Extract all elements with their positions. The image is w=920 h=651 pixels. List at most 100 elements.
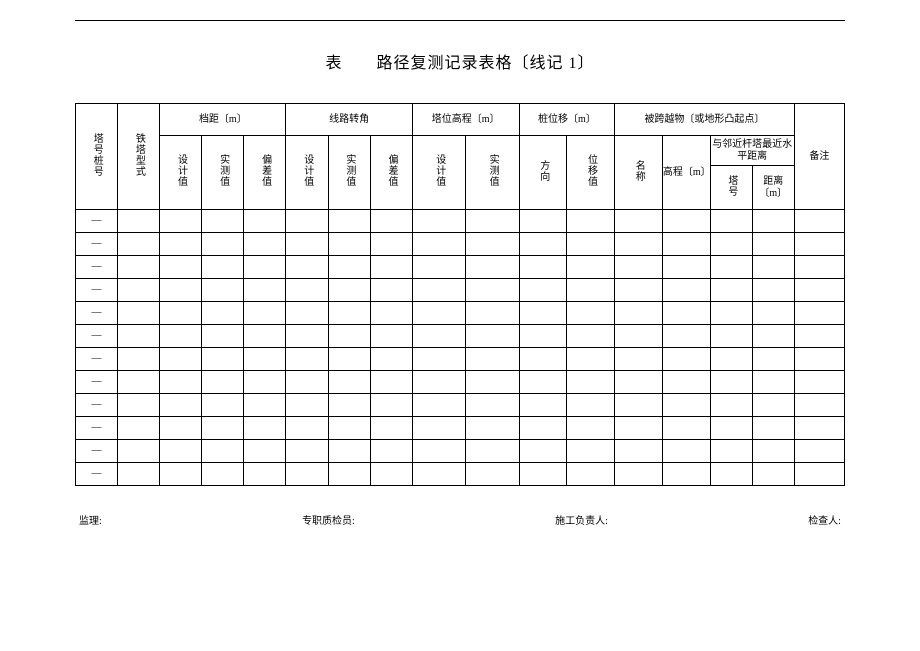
th-span-measured: 实测值 [202, 136, 244, 210]
table-cell [286, 279, 328, 302]
table-cell [118, 394, 160, 417]
table-cell [710, 302, 752, 325]
table-cell [160, 210, 202, 233]
table-body: ———————————— [76, 210, 845, 486]
table-cell [466, 325, 519, 348]
table-cell [412, 417, 465, 440]
table-cell [370, 417, 412, 440]
table-cell [466, 417, 519, 440]
table-cell [615, 302, 663, 325]
table-cell [615, 233, 663, 256]
table-cell: — [76, 302, 118, 325]
table-cell [412, 279, 465, 302]
table-cell [118, 256, 160, 279]
table-cell [202, 371, 244, 394]
table-cell: — [76, 279, 118, 302]
table-row: — [76, 394, 845, 417]
table-cell [160, 279, 202, 302]
table-cell [794, 233, 844, 256]
th-tower-pile-no: 塔号桩号 [76, 104, 118, 210]
table-cell [466, 302, 519, 325]
table-cell [567, 440, 615, 463]
table-cell: — [76, 440, 118, 463]
table-row: — [76, 440, 845, 463]
table-cell [160, 371, 202, 394]
table-cell [328, 440, 370, 463]
table-cell: — [76, 463, 118, 486]
th-turn-design: 设计值 [286, 136, 328, 210]
table-cell [615, 463, 663, 486]
table-cell [286, 463, 328, 486]
table-cell [202, 325, 244, 348]
table-cell [794, 256, 844, 279]
table-cell [244, 371, 286, 394]
table-cell [710, 417, 752, 440]
table-cell [244, 348, 286, 371]
table-row: — [76, 463, 845, 486]
footer-qc: 专职质检员: [302, 512, 355, 527]
footer-supervisor: 监理: [79, 512, 102, 527]
table-cell [662, 440, 710, 463]
table-cell [202, 233, 244, 256]
table-cell [466, 371, 519, 394]
table-cell [567, 371, 615, 394]
footer-construction-lead: 施工负责人: [555, 512, 608, 527]
table-cell [328, 256, 370, 279]
table-cell [710, 233, 752, 256]
table-cell [244, 325, 286, 348]
table-cell [615, 394, 663, 417]
table-cell [567, 279, 615, 302]
table-cell [519, 279, 567, 302]
table-cell [752, 279, 794, 302]
table-cell [662, 279, 710, 302]
table-cell: — [76, 325, 118, 348]
table-row: — [76, 325, 845, 348]
table-cell [710, 440, 752, 463]
table-cell [202, 256, 244, 279]
table-cell [286, 302, 328, 325]
table-cell [160, 417, 202, 440]
table-cell [202, 394, 244, 417]
table-cell [160, 325, 202, 348]
table-cell [370, 371, 412, 394]
table-cell [752, 302, 794, 325]
table-cell [615, 210, 663, 233]
table-cell [519, 371, 567, 394]
record-table: 塔号桩号 铁塔型式 档距〔m〕 线路转角 塔位高程〔m〕 桩位移〔m〕 被跨越物… [75, 103, 845, 486]
table-cell [466, 210, 519, 233]
table-cell [794, 463, 844, 486]
table-cell [118, 417, 160, 440]
table-cell [752, 463, 794, 486]
table-cell [752, 210, 794, 233]
table-cell [286, 440, 328, 463]
table-cell [466, 233, 519, 256]
table-cell [752, 440, 794, 463]
table-cell [794, 371, 844, 394]
table-cell [286, 325, 328, 348]
table-cell [412, 463, 465, 486]
table-cell [244, 417, 286, 440]
table-cell [752, 417, 794, 440]
table-cell [202, 440, 244, 463]
table-cell [244, 302, 286, 325]
table-cell [662, 256, 710, 279]
table-cell: — [76, 256, 118, 279]
table-cell [615, 440, 663, 463]
th-span-design: 设计值 [160, 136, 202, 210]
table-cell: — [76, 348, 118, 371]
table-cell [710, 348, 752, 371]
th-turn-group: 线路转角 [286, 104, 412, 136]
table-cell [519, 325, 567, 348]
table-row: — [76, 348, 845, 371]
table-cell [615, 279, 663, 302]
table-cell [160, 394, 202, 417]
table-cell [752, 371, 794, 394]
table-cell [794, 394, 844, 417]
table-cell [794, 440, 844, 463]
table-cell [412, 325, 465, 348]
table-cell [662, 302, 710, 325]
table-cell [519, 210, 567, 233]
table-cell [519, 256, 567, 279]
table-cell [118, 210, 160, 233]
th-offset-value: 位移值 [567, 136, 615, 210]
